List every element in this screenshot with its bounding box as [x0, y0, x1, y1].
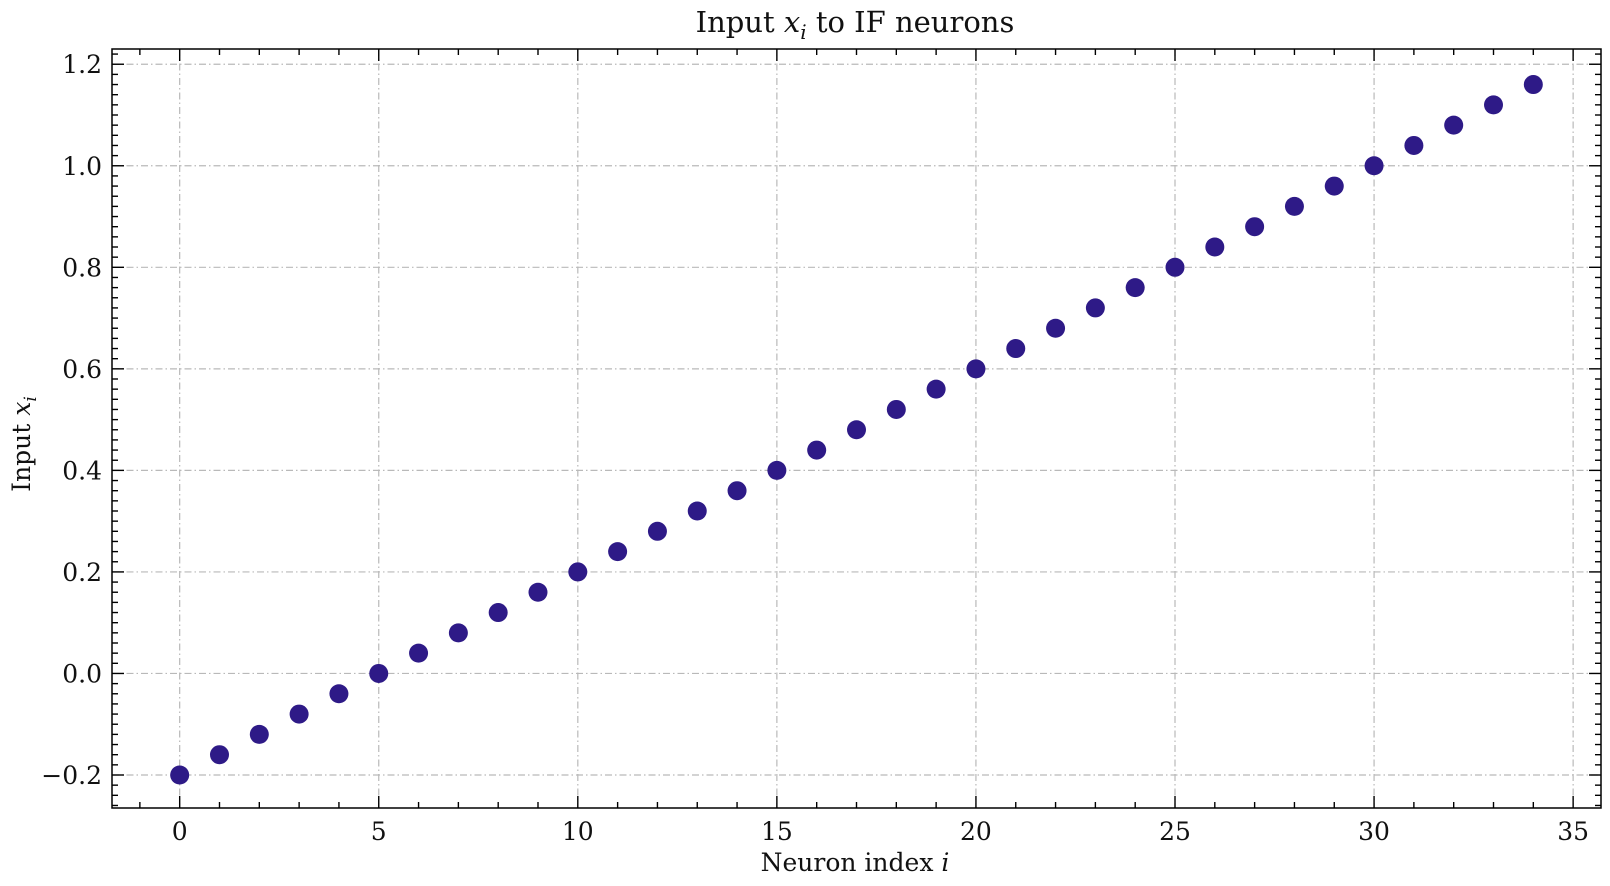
chart-title-var: x: [784, 5, 800, 39]
data-points: [170, 75, 1543, 785]
data-point: [1006, 339, 1026, 359]
data-point: [647, 521, 667, 541]
data-point: [687, 501, 707, 521]
data-point: [1444, 115, 1464, 135]
y-tick-label: 0.0: [62, 659, 102, 688]
data-point: [209, 745, 229, 765]
data-point: [727, 481, 747, 501]
chart-title: Input xi to IF neurons: [696, 5, 1015, 44]
chart-title-prefix: Input: [696, 5, 784, 39]
data-point: [886, 399, 906, 419]
y-tick-label: 0.6: [62, 355, 102, 384]
data-point: [1324, 176, 1344, 196]
data-point: [568, 562, 588, 582]
y-axis-label-sub: i: [21, 396, 41, 401]
data-point: [1205, 237, 1225, 257]
data-point: [966, 359, 986, 379]
data-point: [448, 623, 468, 643]
data-point: [528, 582, 548, 602]
x-axis-label-var: i: [941, 848, 949, 877]
data-point: [767, 460, 787, 480]
x-tick-labels: 0 5 10 15 20 25 30 35: [172, 817, 1589, 846]
y-tick-label: −0.2: [41, 761, 102, 790]
x-tick-label: 0: [172, 817, 188, 846]
y-tick-label: 0.8: [62, 253, 102, 282]
data-point: [1404, 135, 1424, 155]
x-axis-label-prefix: Neuron index: [761, 848, 942, 877]
y-axis-label-prefix: Input: [7, 416, 36, 492]
data-point: [369, 663, 389, 683]
data-point: [847, 420, 866, 440]
data-point: [488, 603, 508, 623]
data-point: [289, 704, 309, 724]
y-tick-label: 1.0: [62, 152, 102, 181]
data-point: [926, 379, 946, 399]
x-tick-label: 20: [960, 817, 992, 846]
y-tick-labels: −0.2 0.0 0.2 0.4 0.6 0.8 1.0 1.2: [41, 50, 102, 790]
y-tick-label: 0.2: [62, 558, 102, 587]
axis-ticks: [112, 49, 1601, 808]
chart-title-sub: i: [800, 20, 806, 44]
y-tick-label: 0.4: [62, 456, 102, 485]
data-point: [807, 440, 827, 460]
y-axis-label-var: x: [7, 402, 36, 416]
y-tick-label: 1.2: [62, 50, 102, 79]
data-point: [1523, 75, 1543, 95]
x-tick-label: 30: [1358, 817, 1390, 846]
data-point: [1125, 278, 1145, 298]
x-tick-label: 5: [371, 817, 387, 846]
chart-title-suffix: to IF neurons: [807, 5, 1015, 39]
data-point: [409, 643, 429, 663]
data-point: [170, 765, 190, 785]
data-point: [1085, 298, 1105, 318]
data-point: [1165, 257, 1185, 277]
x-tick-label: 35: [1557, 817, 1589, 846]
grid: [112, 49, 1601, 808]
plot-frame: [111, 48, 1602, 809]
data-point: [1364, 156, 1384, 176]
x-tick-label: 10: [562, 817, 594, 846]
x-tick-label: 25: [1159, 817, 1191, 846]
data-point: [608, 542, 628, 562]
data-point: [1245, 217, 1265, 237]
data-point: [1484, 95, 1504, 115]
x-axis-label: Neuron index i: [761, 848, 950, 877]
data-point: [1284, 196, 1304, 216]
data-point: [1046, 318, 1066, 338]
y-axis-label: Input xi: [7, 396, 41, 492]
data-point: [329, 684, 349, 704]
data-point: [249, 724, 269, 744]
x-tick-label: 15: [761, 817, 793, 846]
